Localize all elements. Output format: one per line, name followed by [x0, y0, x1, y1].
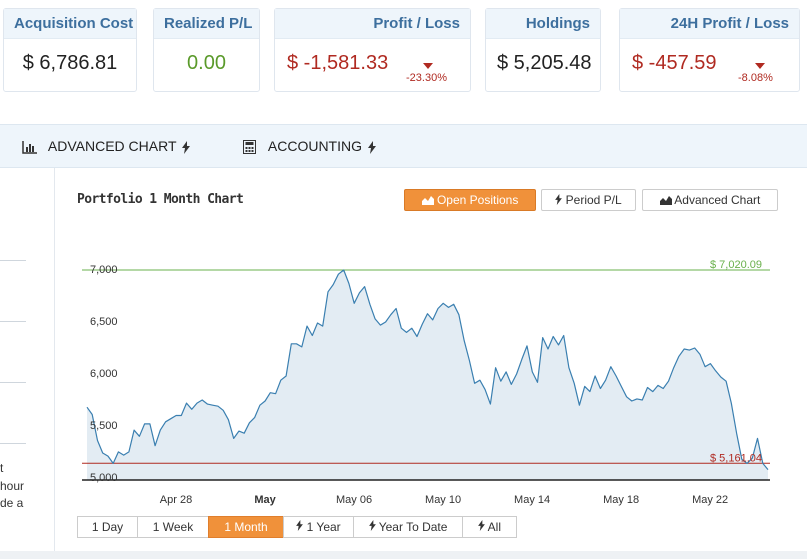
range-1-day-label: 1 Day [91, 520, 124, 534]
holdings-label: Holdings [486, 9, 600, 39]
range-ytd-label: Year To Date [378, 520, 448, 534]
bolt-icon [478, 520, 485, 531]
advanced-chart-label: Advanced Chart [674, 193, 761, 207]
range-1-week-button[interactable]: 1 Week [137, 516, 209, 538]
page-footer-band [0, 551, 807, 559]
divider [0, 382, 26, 383]
series-area [87, 270, 768, 480]
profit-loss-value: $ -1,581.33 [287, 52, 389, 74]
x-tick-label: May 22 [692, 494, 728, 506]
y-tick-label: 6,500 [90, 316, 118, 328]
sidebar-text-line: t [0, 461, 4, 475]
divider [0, 443, 26, 444]
profit-loss-label: Profit / Loss [275, 9, 470, 39]
realized-pl-label: Realized P/L [154, 9, 259, 39]
series-line [86, 269, 769, 470]
x-tick-label: May 14 [514, 494, 550, 506]
range-1-month-label: 1 Month [224, 520, 268, 534]
profit-24h-card: 24H Profit / Loss $ -457.59 -8.08% [619, 8, 800, 92]
advanced-chart-button[interactable]: Advanced Chart [642, 189, 778, 211]
bolt-icon [367, 140, 376, 154]
x-tick-label: May [254, 494, 276, 506]
tab-advanced-chart-label: ADVANCED CHART [47, 138, 177, 154]
range-1-year-button[interactable]: 1 Year [283, 516, 354, 538]
x-tick-label: Apr 28 [160, 494, 192, 506]
range-all-button[interactable]: All [462, 516, 517, 538]
down-caret-icon [423, 63, 433, 69]
acquisition-cost-label: Acquisition Cost [4, 9, 136, 39]
tab-accounting-label: ACCOUNTING [267, 138, 363, 154]
area-chart-icon [421, 196, 434, 205]
left-panel-fragment: t hour de a [0, 168, 55, 551]
chart-title: Portfolio 1 Month Chart [77, 192, 244, 207]
area-chart-icon [659, 196, 672, 205]
range-1-day-button[interactable]: 1 Day [77, 516, 138, 538]
holdings-card: Holdings $ 5,205.48 [485, 8, 601, 92]
range-1-year-label: 1 Year [306, 520, 341, 534]
range-1-week-label: 1 Week [152, 520, 194, 534]
acquisition-cost-value: $ 6,786.81 [22, 52, 118, 74]
realized-pl-card: Realized P/L 0.00 [153, 8, 260, 92]
y-tick-label: 5,000 [90, 472, 118, 484]
tab-accounting[interactable]: ACCOUNTING [243, 125, 376, 167]
sidebar-text-line: hour [0, 479, 25, 493]
calculator-icon [243, 140, 256, 155]
range-1-month-button[interactable]: 1 Month [208, 516, 284, 538]
profit-loss-change: -23.30% [406, 72, 447, 84]
down-caret-icon [755, 63, 765, 69]
bolt-icon [555, 194, 563, 205]
period-pl-label: Period P/L [565, 193, 622, 207]
x-tick-label: May 18 [603, 494, 639, 506]
bolt-icon [368, 520, 376, 531]
divider [0, 260, 26, 261]
bolt-icon [296, 520, 304, 531]
open-positions-button[interactable]: Open Positions [404, 189, 536, 211]
range-all-label: All [487, 520, 501, 534]
x-tick-label: May 10 [425, 494, 461, 506]
min-value-label: $ 5,161.04 [710, 452, 762, 464]
bolt-icon [182, 140, 191, 154]
period-pl-button[interactable]: Period P/L [541, 189, 636, 211]
profit-loss-card: Profit / Loss $ -1,581.33 -23.30% [274, 8, 471, 92]
acquisition-cost-card: Acquisition Cost $ 6,786.81 [3, 8, 137, 92]
max-value-label: $ 7,020.09 [710, 259, 762, 271]
tab-advanced-chart[interactable]: ADVANCED CHART [22, 125, 191, 167]
tab-strip: ADVANCED CHART ACCOUNTING [0, 124, 807, 168]
bar-chart-icon [22, 141, 37, 155]
profit-24h-change: -8.08% [738, 72, 773, 84]
y-tick-label: 5,500 [90, 420, 118, 432]
y-tick-label: 7,000 [90, 264, 118, 276]
profit-24h-label: 24H Profit / Loss [620, 9, 799, 39]
profit-24h-value: $ -457.59 [632, 52, 717, 74]
y-tick-label: 6,000 [90, 368, 118, 380]
holdings-value: $ 5,205.48 [497, 52, 592, 74]
open-positions-label: Open Positions [436, 193, 519, 207]
realized-pl-value: 0.00 [187, 52, 226, 74]
divider [0, 321, 26, 322]
x-tick-label: May 06 [336, 494, 372, 506]
sidebar-text-line: de a [0, 496, 24, 510]
range-ytd-button[interactable]: Year To Date [353, 516, 463, 538]
